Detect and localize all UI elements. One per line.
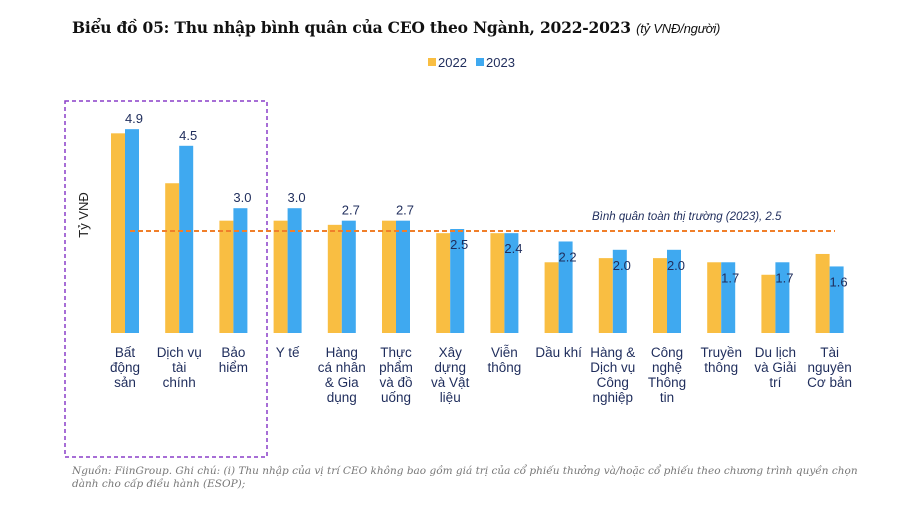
title-text: Biểu đồ 05: Thu nhập bình quân của CEO t… [72, 18, 631, 37]
legend-swatch-2022 [428, 58, 436, 66]
category-label-4-0: Hàng [326, 345, 358, 360]
category-label-5-0: Thực [380, 345, 412, 360]
highlight-box [64, 100, 268, 458]
data-label-2023-1: 4.5 [179, 128, 197, 143]
bar-2023-12 [775, 262, 790, 333]
average-reference-label: Bình quân toàn thị trường (2023), 2.5 [592, 211, 782, 223]
category-label-6-3: liệu [440, 390, 461, 405]
bar-2023-1 [179, 145, 194, 333]
category-label-4-3: dụng [327, 390, 357, 405]
category-label-12-1: và Giải [754, 360, 796, 375]
bar-2022-6 [436, 233, 451, 333]
bar-2023-5 [396, 220, 410, 333]
data-label-2023-6: 2.5 [450, 237, 468, 252]
category-label-11-0: Truyền [700, 345, 742, 360]
category-label-4-2: & Gia [325, 375, 359, 390]
legend-swatch-2023 [476, 58, 484, 66]
data-label-2023-2: 3.0 [233, 190, 251, 205]
category-label-12-2: trí [769, 375, 781, 390]
legend-label-2022: 2022 [438, 55, 467, 70]
category-label-5-2: và đồ [379, 375, 412, 390]
bar-2022-2 [219, 220, 234, 333]
bar-2022-4 [327, 224, 342, 333]
bar-2022-11 [707, 262, 722, 333]
category-label-9-1: Dịch vụ [590, 360, 635, 375]
data-label-2023-0: 4.9 [125, 111, 143, 126]
category-label-10-2: Thông [648, 375, 686, 390]
bar-2022-13 [815, 253, 830, 333]
category-label-9-0: Hàng & [590, 345, 635, 360]
bar-2023-13 [829, 266, 844, 333]
title-unit: (tỷ VNĐ/người) [636, 21, 721, 36]
bar-2022-3 [273, 220, 288, 333]
category-label-0-1: động [110, 360, 140, 375]
chart-title: Biểu đồ 05: Thu nhập bình quân của CEO t… [72, 18, 720, 37]
category-label-3-0: Y tế [276, 345, 300, 360]
category-label-6-0: Xây [439, 345, 463, 360]
bar-2023-3 [287, 208, 302, 333]
category-label-6-2: và Vật [431, 375, 470, 390]
category-label-6-1: dựng [434, 360, 466, 375]
data-label-2023-13: 1.6 [830, 274, 848, 289]
category-label-1-2: chính [163, 375, 196, 390]
data-label-2023-5: 2.7 [396, 203, 414, 218]
bar-2023-10 [667, 249, 681, 333]
category-label-12-0: Du lịch [755, 345, 796, 360]
category-label-13-0: Tài [820, 345, 839, 360]
category-label-1-1: tài [172, 360, 186, 375]
data-label-2023-7: 2.4 [504, 241, 522, 256]
category-label-7-0: Viễn [491, 345, 518, 360]
bar-2023-2 [233, 208, 248, 333]
category-label-5-3: uống [381, 390, 411, 405]
bar-2022-8 [544, 262, 559, 333]
bar-2022-10 [653, 258, 667, 333]
data-label-2023-10: 2.0 [667, 258, 685, 273]
category-label-1-0: Dịch vụ [157, 345, 202, 360]
legend-label-2023: 2023 [486, 55, 515, 70]
category-label-2-0: Bảo [221, 345, 245, 360]
bar-2023-7 [504, 233, 519, 333]
data-label-2023-3: 3.0 [288, 190, 306, 205]
data-label-2023-8: 2.2 [559, 249, 577, 264]
bar-2023-11 [721, 262, 736, 333]
category-label-2-1: hiểm [219, 360, 248, 375]
data-label-2023-12: 1.7 [775, 270, 793, 285]
category-label-11-1: thông [704, 360, 738, 375]
bar-2023-9 [612, 249, 627, 333]
bar-2022-12 [761, 274, 776, 333]
category-label-10-0: Công [651, 345, 683, 360]
category-label-10-3: tin [660, 390, 674, 405]
category-label-5-1: phẩm [379, 360, 413, 375]
data-label-2023-11: 1.7 [721, 270, 739, 285]
source-note: Nguồn: FiinGroup. Ghi chú: (i) Thu nhập … [72, 465, 858, 490]
category-label-0-2: sản [114, 375, 136, 390]
bar-2023-8 [558, 241, 573, 333]
bar-2023-6 [450, 229, 465, 333]
bar-2022-7 [490, 233, 505, 333]
category-label-9-3: nghiệp [593, 390, 634, 405]
category-label-4-1: cá nhân [318, 360, 366, 375]
category-label-8-0: Dầu khí [535, 345, 582, 360]
category-label-7-1: thông [488, 360, 522, 375]
bar-2022-1 [165, 183, 180, 333]
data-label-2023-4: 2.7 [342, 203, 360, 218]
category-label-0-0: Bất [115, 345, 136, 360]
bar-2023-4 [341, 220, 356, 333]
bar-2022-0 [111, 133, 125, 333]
bar-2022-5 [382, 220, 396, 333]
category-label-13-2: Cơ bản [807, 375, 852, 390]
category-label-9-2: Công [597, 375, 629, 390]
data-label-2023-9: 2.0 [613, 258, 631, 273]
category-label-10-1: nghệ [652, 360, 682, 375]
y-axis-label: Tỷ VNĐ [76, 192, 91, 238]
bar-2022-9 [598, 258, 613, 333]
category-label-13-1: nguyên [807, 360, 851, 375]
